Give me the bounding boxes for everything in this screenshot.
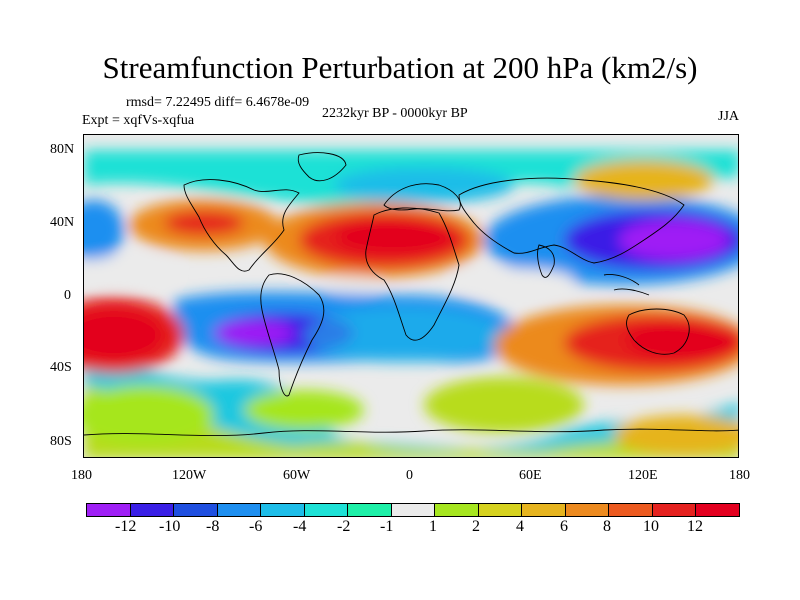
experiment-label: Expt = xqfVs-xqfua <box>82 113 195 128</box>
coast-se-asia <box>603 274 650 296</box>
contour-south-band <box>84 385 738 457</box>
coast-asia <box>458 177 685 264</box>
colorbar-label-4: 4 <box>516 518 524 535</box>
figure-title: Streamfunction Perturbation at 200 hPa (… <box>102 50 698 85</box>
colorbar-swatch-9 <box>477 504 522 516</box>
coast-europe <box>383 183 461 212</box>
colorbar-label-neg4: -4 <box>293 518 307 535</box>
contour-neg-s-cyan <box>304 307 504 363</box>
coast-greenland <box>297 152 347 182</box>
colorbar-swatch-4 <box>260 504 304 516</box>
lon-label-120w: 120W <box>172 468 207 483</box>
coast-australia <box>626 308 690 355</box>
contour-pos-se3 <box>624 320 738 360</box>
colorbar-swatch-3 <box>216 504 261 516</box>
coast-south-america <box>260 273 325 397</box>
colorbar <box>86 503 740 517</box>
contour-south-cyan <box>84 335 738 451</box>
colorbar-swatch-7 <box>390 504 435 516</box>
contour-south-orange-e <box>614 415 738 455</box>
contour-neg-nw <box>84 200 124 260</box>
contour-south-green-e <box>424 377 584 433</box>
colorbar-swatch-8 <box>434 504 478 516</box>
colorbar-label-8: 8 <box>603 518 611 535</box>
contour-neutral-w <box>84 256 174 284</box>
colorbar-label-6: 6 <box>560 518 568 535</box>
coast-north-america <box>183 179 300 272</box>
colorbar-label-neg1: -1 <box>380 518 394 535</box>
colorbar-swatch-1 <box>129 504 174 516</box>
contour-neutral-eq <box>329 277 379 293</box>
lat-label-0: 0 <box>64 288 71 303</box>
colorbar-label-2: 2 <box>472 518 480 535</box>
colorbar-label-12: 12 <box>687 518 703 535</box>
coast-india <box>537 244 555 278</box>
colorbar-swatch-13 <box>651 504 696 516</box>
contour-pos-n3 <box>334 219 454 255</box>
contour-pos-sw2 <box>84 309 164 361</box>
lon-label-0: 0 <box>406 468 413 483</box>
contour-map <box>84 135 738 457</box>
colorbar-label-neg10: -10 <box>159 518 181 535</box>
lon-label-180w: 180 <box>71 468 92 483</box>
colorbar-swatch-12 <box>608 504 652 516</box>
coastlines <box>84 152 738 437</box>
lon-label-180e: 180 <box>729 468 750 483</box>
colorbar-label-1: 1 <box>429 518 437 535</box>
period-label: 2232kyr BP - 0000kyr BP <box>322 106 468 121</box>
colorbar-swatch-6 <box>347 504 391 516</box>
contour-pos-ne <box>574 160 714 200</box>
colorbar-swatch-5 <box>303 504 348 516</box>
colorbar-label-10: 10 <box>643 518 659 535</box>
colorbar-swatch-2 <box>173 504 217 516</box>
colorbar-label-neg8: -8 <box>206 518 220 535</box>
contour-neg-core-s2 <box>214 321 294 345</box>
coast-africa <box>365 207 460 341</box>
contour-neg-n3 <box>619 220 729 260</box>
lat-label-40n: 40N <box>50 215 75 230</box>
lon-label-120e: 120E <box>628 468 658 483</box>
colorbar-swatch-10 <box>521 504 565 516</box>
lat-label-40s: 40S <box>50 360 72 375</box>
season-label: JJA <box>718 109 740 124</box>
lon-label-60w: 60W <box>283 468 311 483</box>
contour-south-yellow-c <box>244 390 364 430</box>
stats-text: rmsd= 7.22495 diff= 6.4678e-09 <box>126 95 310 110</box>
map-panel <box>83 134 739 458</box>
colorbar-label-neg12: -12 <box>115 518 137 535</box>
lat-label-80n: 80N <box>50 142 75 157</box>
colorbar-label-neg2: -2 <box>337 518 351 535</box>
coast-antarctica <box>84 428 738 437</box>
lon-label-60e: 60E <box>519 468 542 483</box>
colorbar-label-neg6: -6 <box>249 518 263 535</box>
colorbar-swatch-0 <box>87 504 130 516</box>
contour-north-cyan2 <box>334 167 514 203</box>
lat-label-80s: 80S <box>50 434 72 449</box>
contour-pos-nw2 <box>164 211 244 235</box>
contour-neutral-e <box>454 268 574 292</box>
colorbar-swatch-11 <box>564 504 609 516</box>
contour-south-green-w <box>84 385 214 445</box>
colorbar-swatch-14 <box>695 504 739 516</box>
